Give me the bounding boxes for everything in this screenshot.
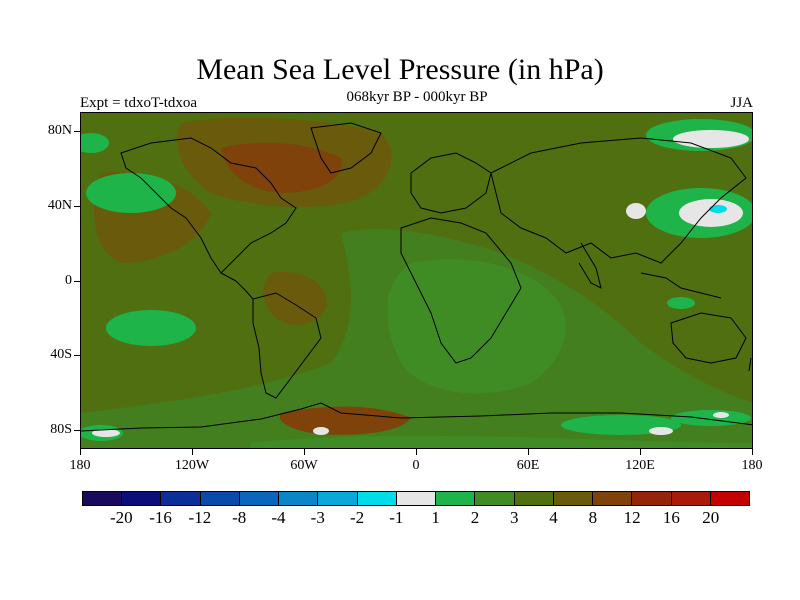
colorbar-cell	[200, 492, 240, 505]
field-indonesia-green	[667, 297, 695, 309]
map-canvas	[81, 113, 752, 448]
colorbar	[82, 491, 750, 506]
colorbar-cell	[122, 492, 162, 505]
experiment-label: Expt = tdxoT-tdxoa	[80, 95, 198, 111]
lat-label-40s: 40S	[50, 347, 72, 362]
field-se-white	[649, 427, 673, 435]
colorbar-cell	[710, 492, 749, 505]
lon-tick	[304, 449, 305, 455]
colorbar-cell	[318, 492, 358, 505]
colorbar-label: 8	[588, 508, 598, 527]
colorbar-label: 4	[549, 508, 558, 527]
colorbar-label: -20	[109, 508, 133, 527]
colorbar-label: 16	[662, 508, 680, 527]
colorbar-label: 1	[431, 508, 440, 527]
field-japan-white	[679, 199, 743, 227]
colorbar-cell	[396, 492, 437, 505]
coastlines	[81, 122, 752, 432]
colorbar-cell	[553, 492, 594, 505]
colorbar-cell	[671, 492, 711, 505]
colorbar-label: -8	[232, 508, 247, 527]
lon-tick	[752, 449, 753, 455]
coast-greenland	[310, 122, 382, 174]
lon-label-180w: 180	[69, 458, 91, 473]
field-npacific-green	[86, 173, 176, 213]
field-china-white	[626, 203, 646, 219]
coast-indonesia	[640, 272, 722, 299]
lat-tick	[74, 281, 80, 282]
colorbar-label: 2	[470, 508, 480, 527]
colorbar-cell	[239, 492, 280, 505]
lon-label-120e: 120E	[625, 458, 655, 473]
lon-label-60e: 60E	[516, 458, 540, 473]
lon-tick	[80, 449, 81, 455]
field-japan-cyan	[709, 205, 727, 213]
colorbar-label: -4	[271, 508, 286, 527]
field-antarctic-white	[313, 427, 329, 435]
lat-tick	[74, 355, 80, 356]
colorbar-cell	[279, 492, 319, 505]
field-arctic-white	[673, 130, 749, 148]
colorbar-cell	[161, 492, 201, 505]
field-spacific-green	[106, 310, 196, 346]
lon-label-0: 0	[412, 458, 420, 473]
field-se2-white	[713, 412, 729, 418]
colorbar-label: -12	[188, 508, 212, 527]
colorbar-label: -1	[389, 508, 404, 527]
coast-antarctica	[81, 402, 752, 432]
colorbar-cell	[357, 492, 397, 505]
coast-south-america	[252, 292, 322, 399]
coast-africa	[400, 217, 522, 364]
colorbar-label: -16	[149, 508, 172, 527]
coast-australia	[670, 312, 747, 364]
coast-new-zealand	[748, 357, 752, 372]
lon-label-180e: 180	[741, 458, 763, 473]
field-southern-hot	[279, 406, 411, 435]
field-antarctic-green	[251, 435, 752, 448]
field-se2-green	[671, 410, 751, 426]
lat-label-80s: 80S	[50, 422, 72, 437]
map-subtitle: 068kyr BP - 000kyr BP	[346, 89, 488, 105]
coast-north-america	[120, 137, 297, 274]
field-alaska-green	[81, 133, 109, 153]
lon-tick	[192, 449, 193, 455]
lat-tick	[74, 131, 80, 132]
field-africa-green	[387, 259, 566, 394]
map-title: Mean Sea Level Pressure (in hPa)	[196, 53, 604, 86]
colorbar-cell	[83, 492, 123, 505]
colorbar-label: -2	[349, 508, 365, 527]
lat-tick	[74, 430, 80, 431]
lon-tick	[416, 449, 417, 455]
coast-europe	[410, 152, 492, 214]
lon-tick	[528, 449, 529, 455]
pressure-map	[80, 112, 753, 449]
lat-label-40n: 40N	[47, 198, 72, 213]
lon-label-120w: 120W	[174, 458, 210, 473]
colorbar-cell	[475, 492, 515, 505]
field-north-hot	[221, 142, 342, 193]
lon-label-60w: 60W	[290, 458, 318, 473]
coast-india	[578, 242, 602, 289]
lat-label-80n: 80N	[47, 123, 72, 138]
colorbar-label: 3	[509, 508, 519, 527]
lat-tick	[74, 206, 80, 207]
colorbar-cell	[632, 492, 672, 505]
lat-label-0: 0	[65, 273, 72, 288]
field-sw-white	[92, 429, 120, 437]
season-label: JJA	[730, 95, 753, 111]
colorbar-label: 20	[702, 508, 720, 527]
colorbar-label: -3	[310, 508, 325, 527]
colorbar-cell	[593, 492, 633, 505]
colorbar-cell	[436, 492, 476, 505]
lon-tick	[640, 449, 641, 455]
coast-asia	[490, 137, 747, 264]
field-satlantic-warm	[263, 272, 327, 325]
colorbar-label: 12	[623, 508, 641, 527]
colorbar-cell	[514, 492, 554, 505]
coast-central-america	[220, 272, 254, 300]
